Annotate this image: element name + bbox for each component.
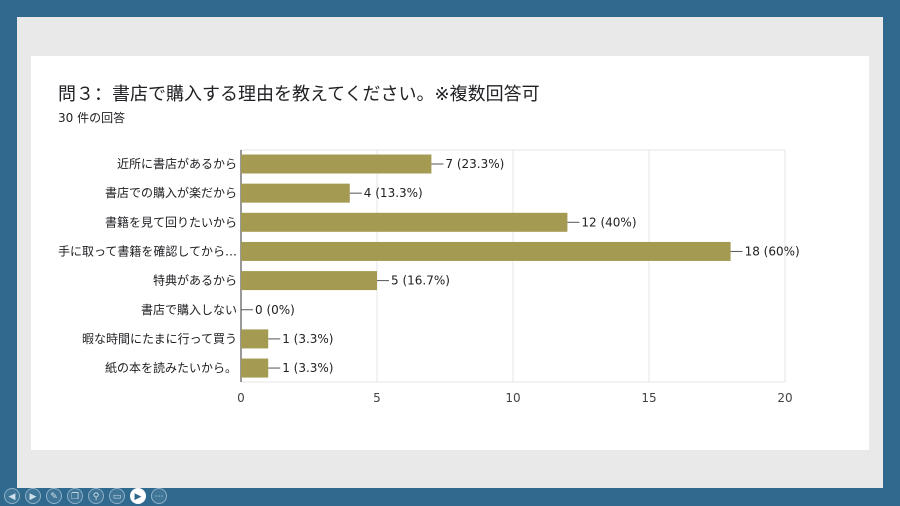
pen-icon[interactable]: ✎ [46, 488, 62, 504]
bar [241, 212, 568, 232]
data-label: 12 (40%) [581, 215, 636, 229]
data-label: 7 (23.3%) [445, 157, 504, 171]
category-label: 書店での購入が楽だから [105, 185, 237, 200]
copy-icon[interactable]: ❐ [67, 488, 83, 504]
chart-title: 問３：書店で購入する理由を教えてください。※複数回答可 [58, 84, 540, 105]
data-label: 4 (13.3%) [364, 186, 423, 200]
x-tick-label: 5 [373, 391, 381, 405]
category-label: 紙の本を読みたいから。 [105, 360, 237, 375]
prev-icon[interactable]: ◀ [4, 488, 20, 504]
next-icon[interactable]: ▶ [25, 488, 41, 504]
category-label: 書籍を見て回りたいから [105, 214, 237, 229]
x-tick-label: 15 [641, 391, 656, 405]
x-tick-label: 20 [777, 391, 792, 405]
response-count: 30 件の回答 [58, 111, 126, 125]
category-label: 書店で購入しない [141, 303, 237, 317]
data-label: 1 (3.3%) [282, 332, 333, 346]
data-label: 18 (60%) [745, 244, 800, 258]
bar [241, 154, 432, 174]
category-label: 手に取って書籍を確認してから… [58, 243, 237, 258]
camera-icon[interactable]: ▶ [130, 488, 146, 504]
x-tick-label: 0 [237, 391, 245, 405]
presentation-toolbar: ◀ ▶ ✎ ❐ ⚲ ▭ ▶ ⋯ [0, 486, 214, 506]
category-label: 特典があるから [153, 273, 237, 288]
bar [241, 271, 377, 291]
category-label: 近所に書店があるから [117, 156, 237, 171]
subtitles-icon[interactable]: ▭ [109, 488, 125, 504]
bar [241, 183, 350, 203]
bar [241, 358, 269, 378]
data-label: 0 (0%) [255, 303, 295, 317]
x-tick-label: 10 [505, 391, 520, 405]
data-label: 1 (3.3%) [282, 361, 333, 375]
category-label: 暇な時間にたまに行って買う [82, 332, 237, 346]
zoom-icon[interactable]: ⚲ [88, 488, 104, 504]
data-label: 5 (16.7%) [391, 274, 450, 288]
bar [241, 329, 269, 349]
bar [241, 241, 731, 261]
more-icon[interactable]: ⋯ [151, 488, 167, 504]
